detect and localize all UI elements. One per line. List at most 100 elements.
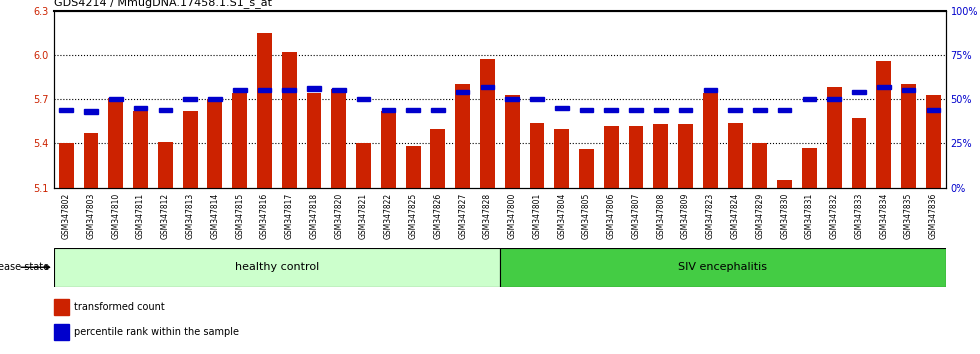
Bar bbox=[654, 108, 667, 112]
Bar bbox=[133, 111, 148, 188]
Bar bbox=[182, 111, 198, 188]
Bar bbox=[654, 124, 668, 188]
Bar bbox=[109, 97, 122, 101]
Bar bbox=[456, 90, 469, 94]
FancyBboxPatch shape bbox=[54, 248, 500, 287]
Bar bbox=[232, 93, 247, 188]
Bar bbox=[827, 97, 841, 101]
Bar bbox=[778, 108, 792, 112]
Bar bbox=[679, 108, 693, 112]
Text: GSM347818: GSM347818 bbox=[310, 193, 318, 239]
Bar bbox=[629, 108, 643, 112]
Bar bbox=[876, 61, 891, 188]
Bar bbox=[505, 95, 519, 188]
Bar bbox=[604, 126, 618, 188]
Bar bbox=[84, 109, 98, 114]
Text: GSM347812: GSM347812 bbox=[161, 193, 170, 239]
Bar bbox=[307, 93, 321, 188]
Bar bbox=[59, 143, 74, 188]
Bar bbox=[678, 124, 693, 188]
Text: GSM347813: GSM347813 bbox=[185, 193, 195, 239]
Bar bbox=[530, 97, 544, 101]
Bar bbox=[208, 99, 222, 188]
Bar bbox=[852, 118, 866, 188]
Text: GSM347809: GSM347809 bbox=[681, 193, 690, 239]
Bar bbox=[628, 126, 644, 188]
Text: GSM347814: GSM347814 bbox=[211, 193, 220, 239]
Bar bbox=[430, 129, 445, 188]
Bar bbox=[258, 88, 271, 92]
Text: GSM347802: GSM347802 bbox=[62, 193, 71, 239]
Bar bbox=[827, 87, 842, 188]
Text: healthy control: healthy control bbox=[235, 262, 318, 272]
Text: GSM347826: GSM347826 bbox=[433, 193, 442, 239]
Bar bbox=[407, 108, 419, 112]
Text: GSM347801: GSM347801 bbox=[532, 193, 542, 239]
Bar bbox=[877, 85, 891, 89]
Bar bbox=[555, 129, 569, 188]
Bar bbox=[926, 95, 941, 188]
Text: GSM347822: GSM347822 bbox=[384, 193, 393, 239]
Bar bbox=[282, 88, 296, 92]
Text: GSM347827: GSM347827 bbox=[458, 193, 467, 239]
Bar bbox=[506, 97, 519, 101]
Bar bbox=[331, 89, 346, 188]
Text: GSM347829: GSM347829 bbox=[756, 193, 764, 239]
Bar bbox=[777, 180, 792, 188]
Text: GSM347806: GSM347806 bbox=[607, 193, 615, 239]
Bar bbox=[753, 108, 766, 112]
Bar bbox=[381, 108, 395, 112]
Bar bbox=[60, 108, 74, 112]
Bar bbox=[480, 85, 494, 89]
Bar bbox=[529, 123, 544, 188]
Bar bbox=[83, 133, 98, 188]
Bar bbox=[580, 108, 593, 112]
Text: GSM347833: GSM347833 bbox=[855, 193, 863, 239]
Bar bbox=[480, 59, 495, 188]
Text: SIV encephalitis: SIV encephalitis bbox=[678, 262, 767, 272]
Text: GSM347820: GSM347820 bbox=[334, 193, 343, 239]
Bar bbox=[802, 148, 817, 188]
Bar bbox=[703, 93, 717, 188]
Text: disease state: disease state bbox=[0, 262, 49, 272]
Text: GSM347816: GSM347816 bbox=[260, 193, 269, 239]
Text: GSM347804: GSM347804 bbox=[558, 193, 566, 239]
FancyBboxPatch shape bbox=[500, 248, 946, 287]
Text: GSM347808: GSM347808 bbox=[657, 193, 665, 239]
Bar bbox=[307, 86, 320, 91]
Text: GSM347815: GSM347815 bbox=[235, 193, 244, 239]
Text: GSM347821: GSM347821 bbox=[359, 193, 368, 239]
Text: GSM347834: GSM347834 bbox=[879, 193, 888, 239]
Bar bbox=[902, 84, 916, 188]
Bar bbox=[332, 88, 346, 92]
Bar bbox=[381, 111, 396, 188]
Bar bbox=[728, 108, 742, 112]
Bar bbox=[902, 88, 915, 92]
Bar bbox=[158, 142, 172, 188]
Bar bbox=[357, 97, 370, 101]
Text: GSM347825: GSM347825 bbox=[409, 193, 417, 239]
Bar bbox=[183, 97, 197, 101]
Text: GDS4214 / MmugDNA.17458.1.S1_s_at: GDS4214 / MmugDNA.17458.1.S1_s_at bbox=[54, 0, 271, 8]
Text: transformed count: transformed count bbox=[74, 302, 165, 313]
Text: GSM347828: GSM347828 bbox=[483, 193, 492, 239]
Bar bbox=[704, 88, 717, 92]
Bar bbox=[109, 98, 123, 188]
Bar bbox=[159, 108, 172, 112]
Bar bbox=[555, 106, 568, 110]
Bar bbox=[605, 108, 618, 112]
Bar bbox=[853, 90, 865, 94]
Bar bbox=[406, 146, 420, 188]
Text: percentile rank within the sample: percentile rank within the sample bbox=[74, 327, 238, 337]
Text: GSM347817: GSM347817 bbox=[285, 193, 294, 239]
Bar bbox=[803, 97, 816, 101]
Text: GSM347810: GSM347810 bbox=[112, 193, 121, 239]
Bar bbox=[134, 106, 147, 110]
Bar bbox=[208, 97, 221, 101]
Bar bbox=[579, 149, 594, 188]
Text: GSM347832: GSM347832 bbox=[830, 193, 839, 239]
Bar bbox=[753, 143, 767, 188]
Text: GSM347830: GSM347830 bbox=[780, 193, 789, 239]
Bar bbox=[282, 52, 297, 188]
Bar bbox=[455, 84, 470, 188]
